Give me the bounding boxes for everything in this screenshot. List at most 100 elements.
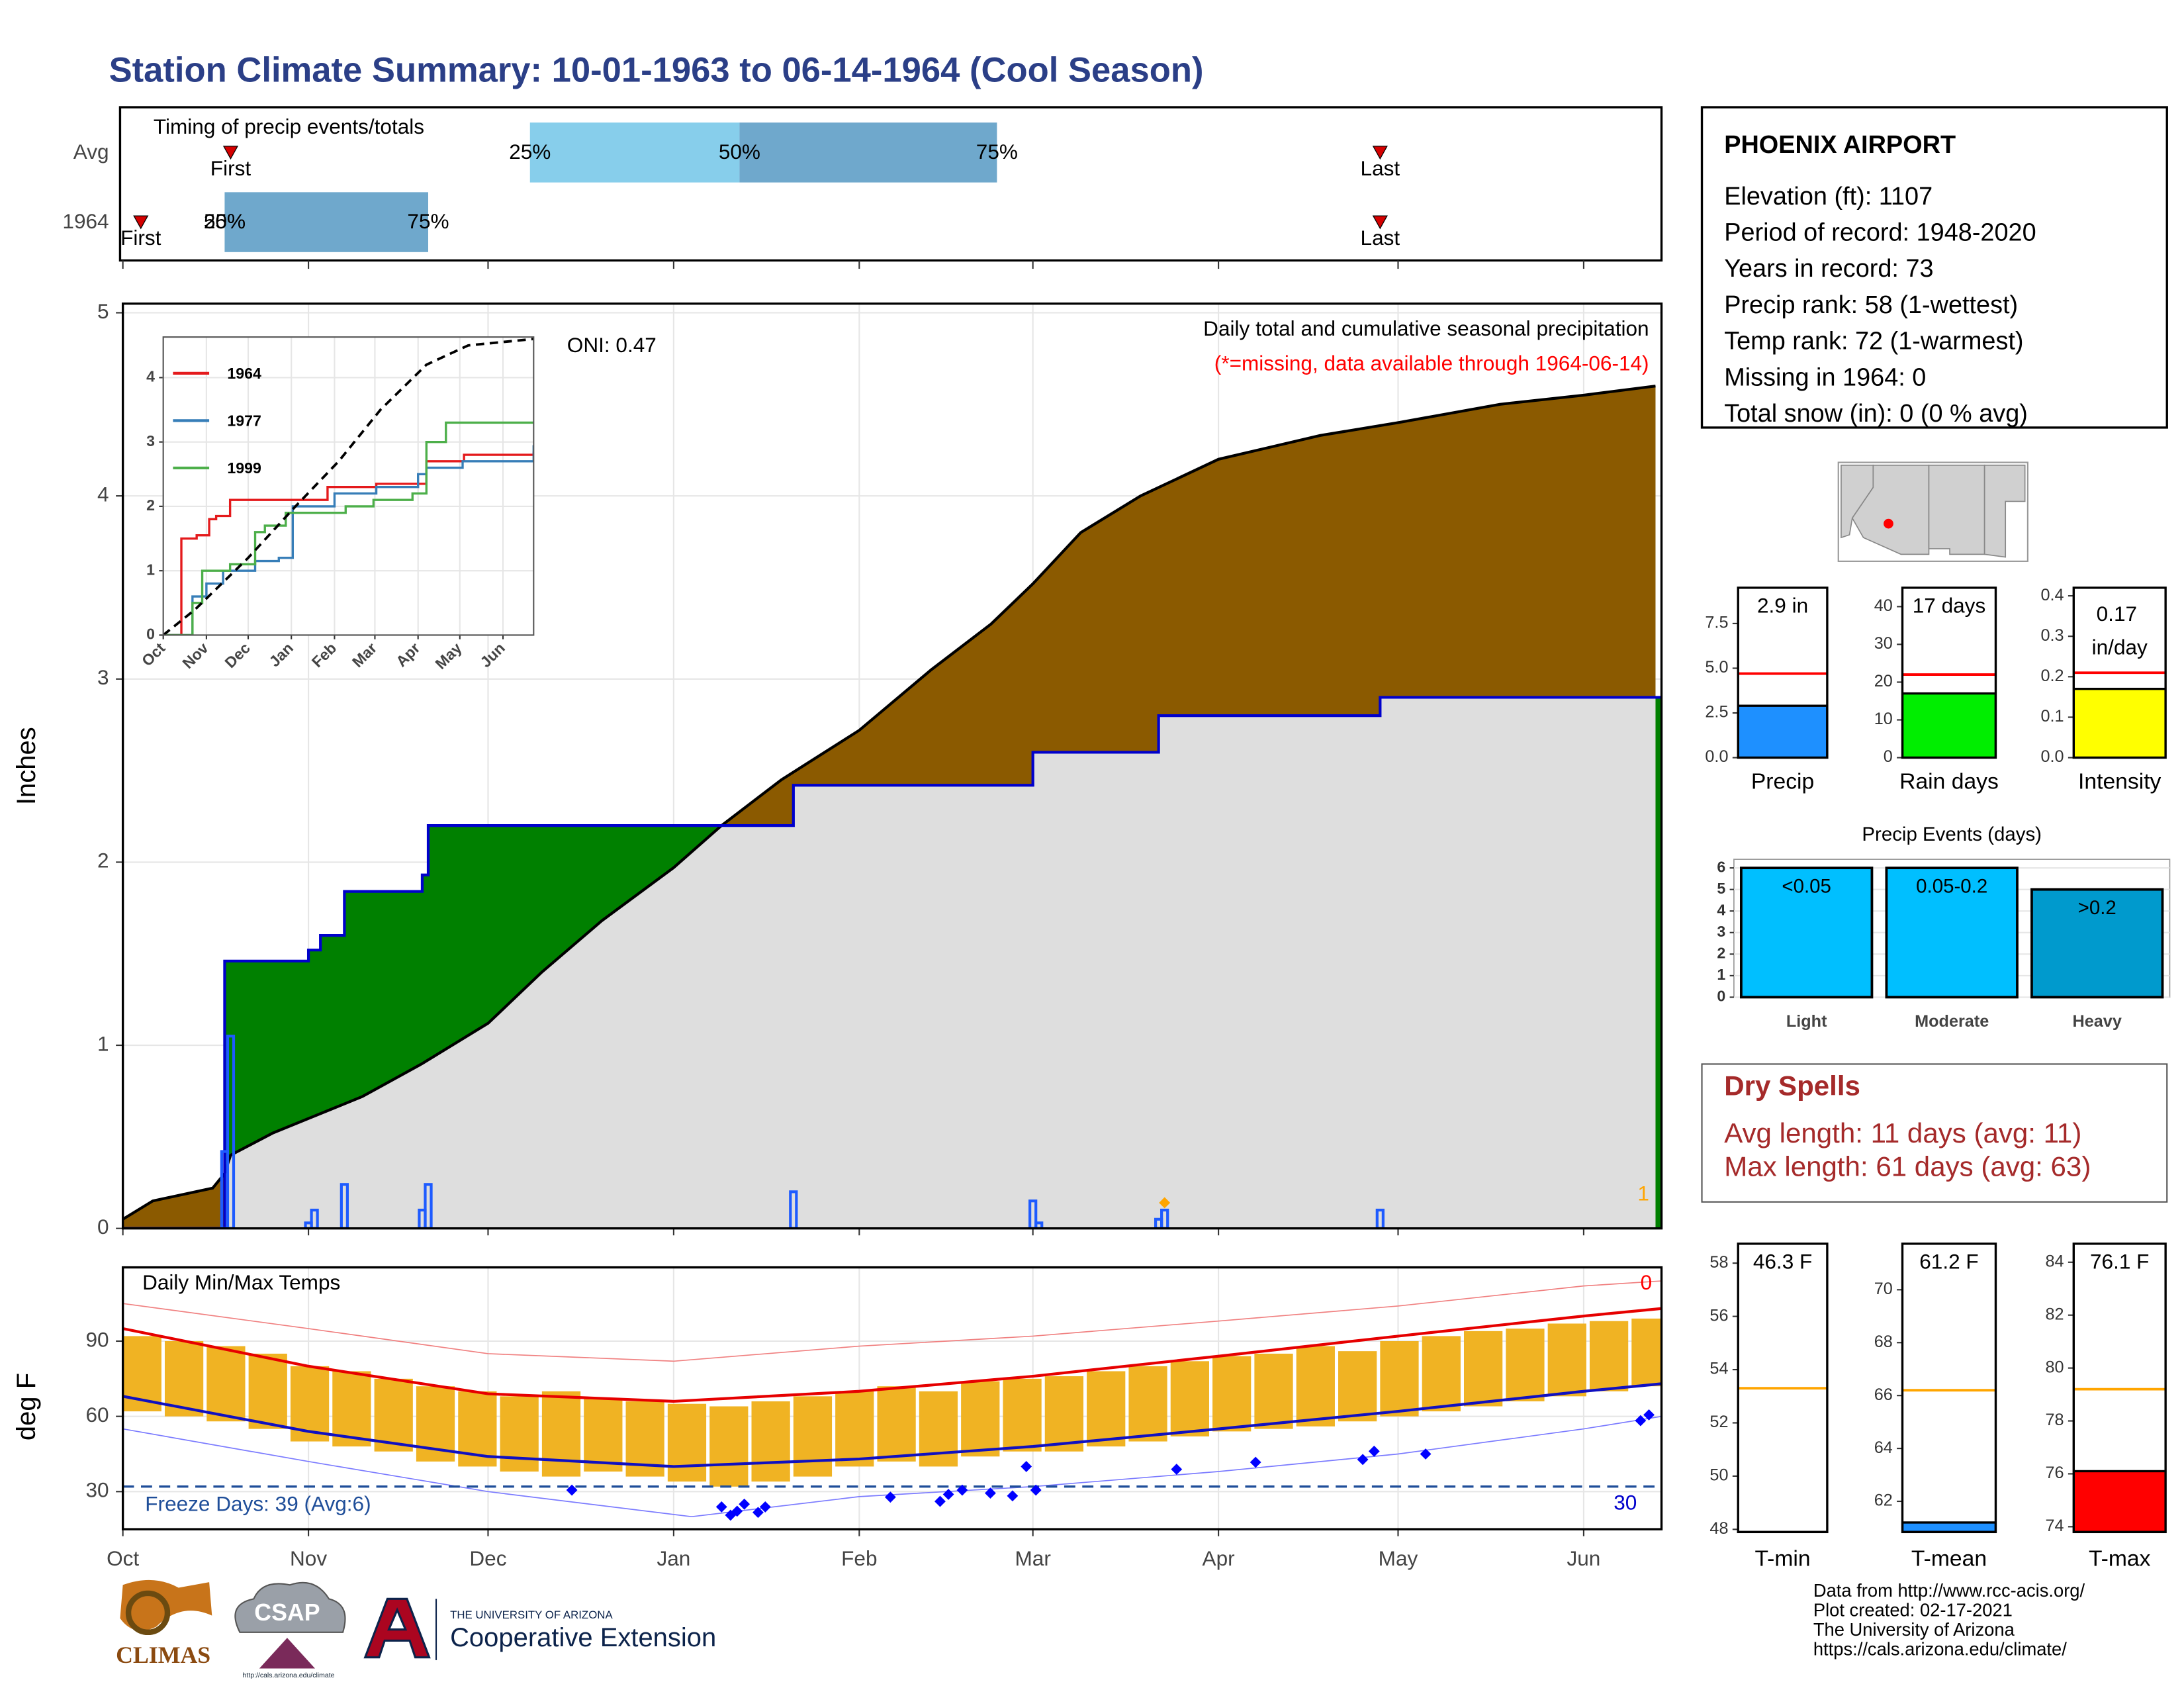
y-tick-label: 2.5: [1705, 703, 1728, 722]
timing-bar: [529, 122, 740, 183]
value-label: 46.3 F: [1753, 1250, 1812, 1274]
timing-bar: [224, 192, 429, 252]
y-axis-label: Inches: [12, 727, 41, 805]
panel-title: Daily Min/Max Temps: [142, 1270, 340, 1294]
panel-title: Timing of precip events/totals: [154, 115, 424, 138]
plot-border: [2072, 586, 2167, 759]
text-line: Data from http://www.rcc-acis.org/: [1813, 1580, 2085, 1601]
temp-range-bar: [1212, 1356, 1251, 1432]
y-tick-label: 0: [1884, 747, 1893, 766]
category-label: Intensity: [2078, 769, 2161, 794]
y-tick-label: 10: [1874, 710, 1893, 728]
temp-range-bar: [709, 1406, 749, 1487]
y-tick-label: 3: [1717, 923, 1725, 940]
text-line: Elevation (ft): 1107: [1724, 183, 1933, 211]
y-tick-label: 3: [146, 432, 155, 449]
temp-range-bar: [374, 1378, 413, 1452]
temp-range-bar: [1087, 1371, 1126, 1447]
logos: CLIMAS CSAP http://cals.arizona.edu/clim…: [116, 1579, 716, 1679]
y-tick-label: 4: [1717, 901, 1725, 918]
event-marker: [1372, 146, 1388, 160]
temp-range-bar: [1044, 1376, 1084, 1452]
temp-range-bar: [667, 1403, 707, 1482]
info-lines: Elevation (ft): 1107 Period of record: 19…: [1724, 183, 2036, 428]
row-label: Avg: [73, 140, 109, 164]
missing-count: 1: [1637, 1182, 1649, 1205]
y-tick-label: 0.0: [1705, 747, 1728, 766]
y-tick-label: 1: [97, 1031, 109, 1055]
text-line: Precip rank: 58 (1-wettest): [1724, 291, 2018, 319]
temp-marker: [739, 1498, 751, 1510]
plot-background: [1902, 1243, 1996, 1532]
station-name: PHOENIX AIRPORT: [1724, 131, 1956, 159]
bar: [1902, 1521, 1996, 1532]
plot-border: [1737, 1243, 1829, 1534]
y-tick-label: 40: [1874, 596, 1893, 615]
y-tick-label: 0: [146, 626, 155, 643]
temp-range-bar: [1003, 1378, 1042, 1452]
y-tick-label: 0.1: [2040, 707, 2064, 726]
event-marker: [222, 146, 239, 160]
temp-marker: [715, 1501, 727, 1513]
x-tick-label: May: [1379, 1546, 1418, 1570]
footer: Data from http://www.rcc-acis.org/Plot c…: [1813, 1580, 2085, 1659]
text-line: Avg length: 11 days (avg: 11): [1724, 1117, 2081, 1149]
x-tick-label: Jan: [657, 1546, 690, 1570]
y-tick-label: 90: [86, 1327, 109, 1351]
y-tick-label: 4: [97, 482, 109, 506]
bar: [2073, 1470, 2166, 1532]
category-label: Light: [1786, 1012, 1827, 1031]
days-below: 30: [1614, 1491, 1637, 1515]
extension-text: Cooperative Extension: [450, 1623, 716, 1652]
panel-note: Daily total and cumulative seasonal prec…: [1203, 316, 1649, 340]
bar: [1902, 692, 1996, 758]
y-tick-label: 0: [1717, 988, 1725, 1005]
bar: [2073, 687, 2166, 758]
value-label: 61.2 F: [1919, 1250, 1978, 1274]
y-tick-label: 66: [1874, 1385, 1893, 1404]
location-map: [1837, 461, 2028, 562]
x-tick-label: Mar: [1015, 1546, 1050, 1570]
temp-marker: [759, 1501, 771, 1513]
y-tick-label: 20: [1874, 672, 1893, 690]
temp-range-bar: [584, 1399, 623, 1472]
temp-range-bar: [1128, 1366, 1167, 1442]
event-marker: [133, 215, 149, 230]
y-tick-label: 62: [1874, 1491, 1893, 1510]
base-area: [122, 697, 1656, 1229]
temp-range-bar: [248, 1353, 287, 1429]
daily-bar: [226, 1035, 236, 1229]
text-line: https://cals.arizona.edu/climate/: [1813, 1638, 2067, 1659]
average-max-line: [122, 1307, 1662, 1403]
y-tick-label: 78: [2045, 1411, 2064, 1429]
timing-bar: [739, 122, 997, 183]
page-title: Station Climate Summary: 10-01-1963 to 0…: [109, 50, 1204, 89]
text-line: Period of record: 1948-2020: [1724, 218, 2036, 246]
event-label: First: [120, 226, 161, 250]
temp-range-bar: [1506, 1329, 1545, 1401]
category-label: Moderate: [1915, 1012, 1989, 1031]
map-state: [1928, 464, 1985, 555]
temp-marker: [1368, 1445, 1380, 1457]
series-line: [163, 451, 534, 635]
university-text: THE UNIVERSITY OF ARIZONA: [450, 1609, 613, 1621]
temp-range-bar: [541, 1391, 581, 1477]
y-axis-label: deg F: [12, 1373, 41, 1440]
temp-marker: [752, 1507, 764, 1519]
temp-range-bar: [1338, 1351, 1377, 1422]
temp-range-bar: [1254, 1353, 1293, 1429]
csap-url: http://cals.arizona.edu/climate: [243, 1671, 335, 1679]
y-tick-label: 2: [97, 849, 109, 872]
temp-marker: [1357, 1454, 1369, 1466]
category-label: Precip: [1751, 769, 1814, 794]
bar: [1738, 704, 1827, 758]
temp-marker: [1171, 1464, 1183, 1476]
series-line: [163, 421, 534, 635]
daily-bar: [1160, 1208, 1169, 1229]
station-dot: [1884, 518, 1893, 529]
y-tick-label: 52: [1709, 1413, 1728, 1431]
text-line: Total snow (in): 0 (0 % avg): [1724, 400, 2028, 428]
event-marker: [1372, 215, 1388, 230]
percent-label: 75%: [407, 209, 449, 233]
